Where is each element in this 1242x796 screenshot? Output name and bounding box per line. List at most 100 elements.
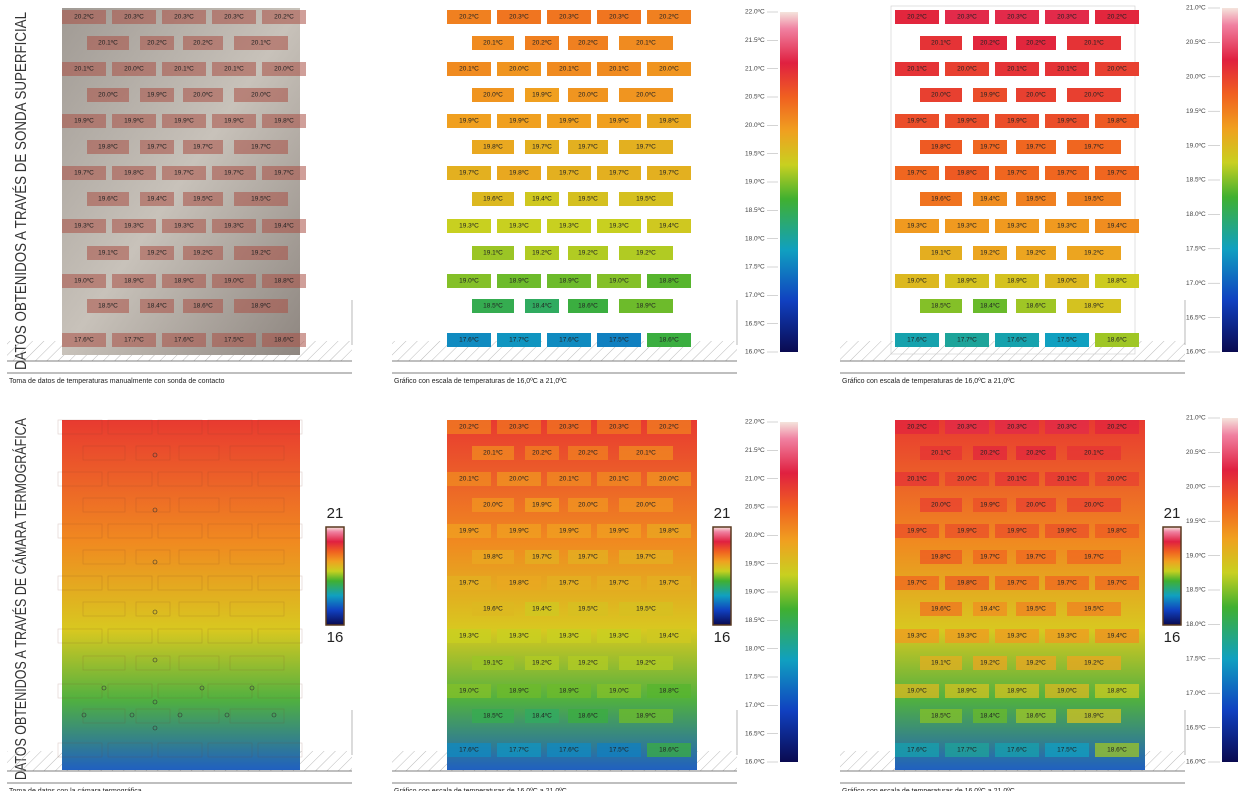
reading-cell xyxy=(262,10,306,24)
reading-cell xyxy=(1095,333,1139,347)
reading-cell xyxy=(497,472,541,486)
reading-label: 19.9ºC xyxy=(459,118,479,125)
reading-cell xyxy=(87,299,129,313)
reading-cell xyxy=(920,88,962,102)
reading-label: 19.5ºC xyxy=(1026,196,1046,203)
scale-tick-label: 18.5ºC xyxy=(1186,587,1206,594)
reading-cell xyxy=(895,114,939,128)
reading-label: 19.8ºC xyxy=(124,170,144,177)
brick-outline xyxy=(178,601,220,617)
reading-label: 19.7ºC xyxy=(1026,554,1046,561)
reading-label: 19.3ºC xyxy=(1007,223,1027,230)
scale-tick-label: 16.5ºC xyxy=(1186,724,1206,731)
reading-label: 19.2ºC xyxy=(578,660,598,667)
reading-label: 20.2ºC xyxy=(274,14,294,21)
scale-tick-label: 21.5ºC xyxy=(745,37,765,44)
reading-label: 18.9ºC xyxy=(1007,688,1027,695)
reading-cell xyxy=(447,576,491,590)
reading-cell xyxy=(1095,62,1139,76)
scale-tick-label: 17.0ºC xyxy=(745,292,765,299)
reading-label: 20.1ºC xyxy=(1007,66,1027,73)
side-label: DATOS OBTENIDOS A TRAVÉS DE SONDA SUPERF… xyxy=(11,12,30,370)
reading-label: 20.3ºC xyxy=(509,424,529,431)
reading-cell xyxy=(62,274,106,288)
reading-cell xyxy=(497,684,541,698)
reading-label: 19.3ºC xyxy=(459,633,479,640)
color-scale xyxy=(780,12,798,352)
reading-cell xyxy=(162,333,206,347)
reading-label: 18.8ºC xyxy=(1107,688,1127,695)
reading-cell xyxy=(497,524,541,538)
reading-label: 19.4ºC xyxy=(532,196,552,203)
reading-cell xyxy=(1095,274,1139,288)
reading-label: 19.6ºC xyxy=(931,606,951,613)
reading-cell xyxy=(87,246,129,260)
reading-label: 19.7ºC xyxy=(459,170,479,177)
brick-outline xyxy=(178,549,220,565)
scale-tick-label: 16.0ºC xyxy=(745,349,765,356)
reading-label: 19.1ºC xyxy=(483,660,503,667)
reading-cell xyxy=(973,656,1007,670)
reading-cell xyxy=(234,299,288,313)
reading-cell xyxy=(1045,166,1089,180)
reading-label: 20.1ºC xyxy=(636,40,656,47)
reading-label: 19.8ºC xyxy=(1107,118,1127,125)
reading-label: 18.5ºC xyxy=(483,303,503,310)
reading-cell xyxy=(1045,576,1089,590)
reading-label: 17.6ºC xyxy=(559,337,579,344)
reading-cell xyxy=(472,246,514,260)
reading-label: 19.3ºC xyxy=(907,633,927,640)
brick-outline xyxy=(178,655,220,671)
scale-tick-label: 16.0ºC xyxy=(1186,759,1206,766)
reading-cell xyxy=(262,114,306,128)
brick-outline xyxy=(157,471,203,487)
reading-label: 19.9ºC xyxy=(147,92,167,99)
reading-label: 18.6ºC xyxy=(274,337,294,344)
reading-cell xyxy=(945,219,989,233)
brick-outline xyxy=(57,523,103,539)
reading-cell xyxy=(647,420,691,434)
reading-label: 19.5ºC xyxy=(1084,196,1104,203)
reading-cell xyxy=(525,709,559,723)
reading-cell xyxy=(547,219,591,233)
reading-label: 19.9ºC xyxy=(980,502,1000,509)
reading-label: 18.6ºC xyxy=(1107,747,1127,754)
reading-label: 19.7ºC xyxy=(1084,144,1104,151)
reading-label: 20.1ºC xyxy=(224,66,244,73)
reading-label: 20.0ºC xyxy=(1026,92,1046,99)
reading-label: 18.8ºC xyxy=(274,278,294,285)
reading-cell xyxy=(1045,219,1089,233)
reading-label: 19.7ºC xyxy=(609,170,629,177)
reading-label: 20.2ºC xyxy=(907,424,927,431)
reading-cell xyxy=(597,684,641,698)
reading-cell xyxy=(525,656,559,670)
reading-label: 19.3ºC xyxy=(957,223,977,230)
reading-cell xyxy=(472,299,514,313)
reading-label: 19.2ºC xyxy=(147,250,167,257)
reading-label: 19.0ºC xyxy=(74,278,94,285)
reading-cell xyxy=(87,36,129,50)
reading-label: 20.3ºC xyxy=(1007,14,1027,21)
brick-outline xyxy=(135,601,171,617)
brick-outline xyxy=(107,628,153,644)
reading-cell xyxy=(112,62,156,76)
brick-outline xyxy=(207,471,253,487)
brick-outline xyxy=(82,549,126,565)
reading-cell xyxy=(1045,684,1089,698)
brick-outline xyxy=(178,497,220,513)
reading-cell xyxy=(973,88,1007,102)
reading-cell xyxy=(920,498,962,512)
scale-tick-label: 17.0ºC xyxy=(1186,280,1206,287)
brick-outline xyxy=(229,601,285,617)
scale-tick-label: 19.5ºC xyxy=(745,150,765,157)
reading-cell xyxy=(183,36,223,50)
reading-cell xyxy=(212,10,256,24)
reading-label: 19.8ºC xyxy=(483,144,503,151)
scale-tick-label: 21.0ºC xyxy=(745,475,765,482)
reading-cell xyxy=(1045,629,1089,643)
reading-label: 19.7ºC xyxy=(659,580,679,587)
reading-label: 20.0ºC xyxy=(578,502,598,509)
reading-cell xyxy=(1016,299,1056,313)
brick-outline xyxy=(229,655,285,671)
